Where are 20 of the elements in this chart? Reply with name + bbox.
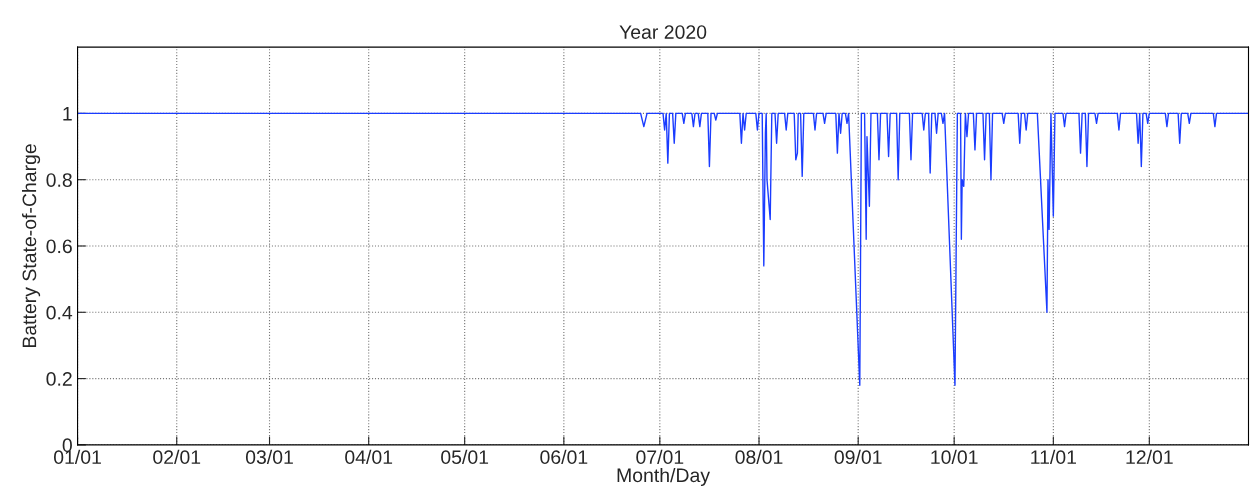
x-tick-label: 09/01 (834, 449, 882, 465)
x-tick-label: 12/01 (1126, 449, 1173, 465)
x-tick-label: 05/01 (441, 449, 489, 465)
y-axis-title: Battery State-of-Charge (21, 144, 41, 348)
y-tick-label: 0.8 (46, 173, 72, 187)
x-tick-label: 06/01 (540, 449, 588, 465)
x-tick-label: 10/01 (931, 449, 978, 465)
y-tick-label: 0.6 (46, 239, 72, 254)
y-tick-label: 1 (63, 107, 72, 121)
x-tick-label: 07/01 (636, 449, 684, 465)
y-tick-label: 0.2 (46, 372, 72, 386)
x-tick-label: 11/01 (1031, 449, 1077, 465)
x-tick-label: 08/01 (735, 449, 783, 465)
y-tick-label: 0.4 (46, 305, 73, 320)
x-axis-title: Month/Day (617, 467, 711, 486)
x-tick-label: 02/01 (153, 449, 201, 465)
x-tick-label: 03/01 (245, 449, 293, 465)
line-series (77, 112, 1249, 386)
chart-title: Year 2020 (619, 25, 707, 39)
x-tick-label: 04/01 (345, 449, 393, 465)
